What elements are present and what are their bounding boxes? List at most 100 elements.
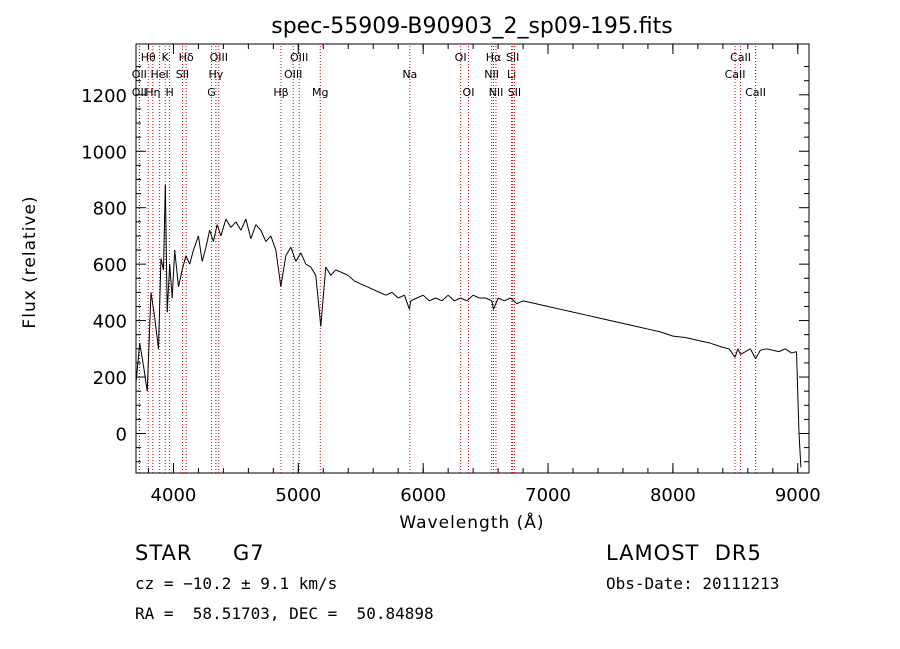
object-class: STAR [135,541,193,565]
spectrum-segment [320,266,327,327]
spectrum-segment [169,264,173,299]
coordinates-text: RA = 58.51703, DEC = 50.84898 [135,604,434,623]
line-marker-label: Hη [145,86,160,99]
spectrum-segment [441,294,449,302]
spectrum-segment [354,280,361,285]
line-marker-label: Li [507,68,516,81]
spectrum-segment [672,335,686,339]
spectrum-segment [150,292,156,318]
y-tick-label: 1000 [81,142,127,163]
spectrum-segment [460,297,468,302]
spectrum-segment [197,235,203,262]
spectrum-segment [749,348,757,359]
spectrum-segment [647,328,661,333]
spectrum-segment [335,269,343,274]
line-marker-label: OI [455,51,467,64]
chart-title: spec-55909-B90903_2_sp09-195.fits [271,14,673,39]
spectrum-segment [660,331,674,337]
spectrum-segment [485,297,493,302]
line-marker-label: G [207,86,216,99]
spectrum-segment [398,294,405,299]
line-marker-label: K [162,51,170,64]
spectrum-segment [315,275,322,327]
spectrum-segment [189,249,194,265]
spectrum-segment [220,218,227,237]
y-tick-label: 800 [93,199,127,220]
line-marker-label: Mg [312,86,328,99]
spectrum-segment [429,297,436,302]
spectrum-segment [410,297,418,302]
survey-label: LAMOST DR5 [606,541,762,565]
spectrum-segment [504,297,511,302]
spectrum-segment [285,246,292,256]
y-axis-label: Flux (relative) [20,195,40,328]
line-marker-label: Hα [486,51,502,64]
spectrum-segment [516,300,524,305]
spectrum-segment [260,230,267,242]
spectrum-segment [177,269,183,287]
spectrum-segment [216,224,222,237]
spectrum-segment [166,264,171,313]
spectrum-segment [245,218,252,239]
spectrum-segment [162,185,166,270]
y-tick-label: 600 [93,255,127,276]
line-marker-label: OII [132,68,147,81]
x-axis-ticks: 4000 5000 6000 7000 8000 9000 [147,44,821,506]
line-marker-label: Na [402,68,417,81]
line-marker-label: Hγ [209,68,224,81]
spectrum-segment [778,348,786,353]
spectrum-segment [366,286,374,291]
spectrum-segment [146,292,152,392]
spectrum-segment [360,283,368,288]
object-subclass: G7 [233,541,265,565]
y-axis-ticks: 0 200 400 600 800 1000 1200 [81,66,809,463]
line-marker-label: SII [176,68,189,81]
spectrum-segment [784,348,792,354]
spectrum-segment [212,224,218,242]
spectrum-segment [685,337,698,341]
spectrum-segment [139,343,144,366]
spectrum-segment [572,311,586,316]
spectrum-segment [255,224,262,231]
spectrum-segment [330,269,337,276]
spectrum-segment [472,294,480,299]
spectrum-segment [522,300,536,305]
spectrum-segment [280,255,287,287]
plot-frame [135,43,810,474]
spectrum-segment [535,303,549,307]
spectrum-segment [422,294,430,302]
spectrum-segment [547,305,561,310]
spectrum-segment [493,297,499,310]
spectrum-segment [270,235,277,251]
x-tick-label: 6000 [400,485,446,506]
spectrum-segment [403,295,410,310]
spectrum-segment [310,266,317,276]
x-tick-label: 4000 [151,485,197,506]
line-marker-label: NII [489,86,504,99]
x-tick-label: 8000 [650,485,696,506]
spectrum-segment [466,294,474,302]
spectrum-segment [290,247,297,262]
spectrum-segment [416,294,424,299]
spectrum-segment [497,297,505,302]
line-marker-label: Hβ [273,86,288,99]
spectrum-segment [300,252,307,265]
line-marker-label: OIII [210,51,228,64]
spectrum-segment [560,308,574,313]
spectrum-segment [181,255,187,270]
spectrum-segment [622,322,636,327]
spectrum-segment [772,349,780,353]
line-marker-label: CaII [745,86,766,99]
spectrum-segment [435,297,443,302]
spectrum-segment [454,297,461,302]
spectrum-segment [755,349,761,359]
line-marker-label: NII [484,68,499,81]
spectrum-segment [710,342,724,348]
spectrum-segment [447,294,455,302]
spectrum-segment [295,252,302,262]
y-tick-label: 400 [93,312,127,333]
line-marker-label: Hθ [141,51,156,64]
x-tick-label: 5000 [275,485,321,506]
line-marker-label: Hδ [179,51,194,64]
spectrum-segment [171,250,176,299]
